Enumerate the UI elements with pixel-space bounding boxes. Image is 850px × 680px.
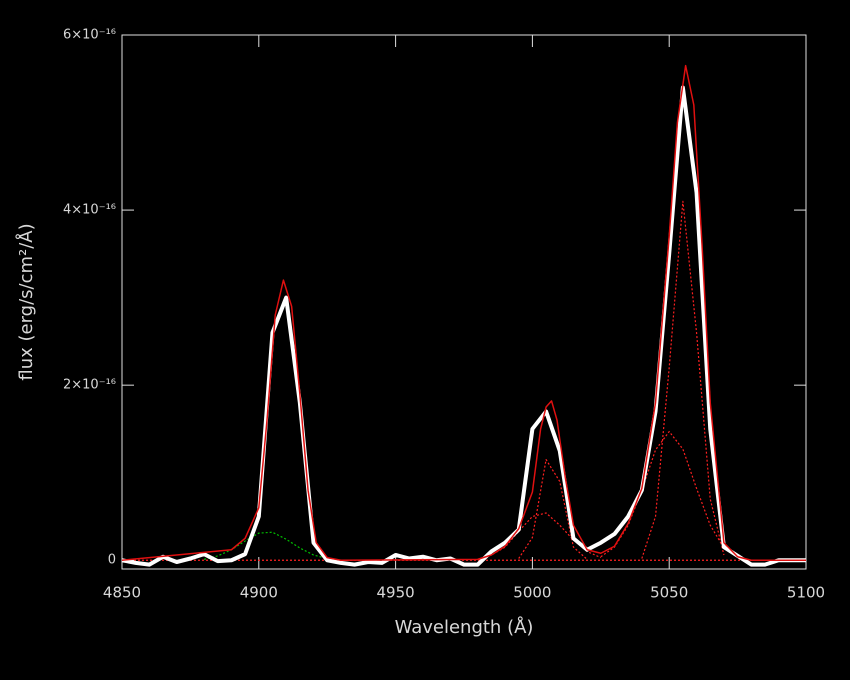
x-tick-label: 5100 <box>787 584 825 602</box>
spectrum-line <box>641 200 725 559</box>
y-tick-label: 2×10⁻¹⁶ <box>63 378 116 393</box>
x-tick-label: 5050 <box>650 584 688 602</box>
y-tick-label: 4×10⁻¹⁶ <box>63 203 116 218</box>
spectrum-line <box>121 64 806 561</box>
y-axis-title: flux (erg/s/cm²/Å) <box>15 223 37 380</box>
spectrum-line <box>600 430 738 558</box>
spectrum-line <box>518 458 588 560</box>
spectrum-line <box>203 531 328 560</box>
plot-frame <box>121 34 807 570</box>
x-axis-title: Wavelength (Å) <box>395 616 534 638</box>
x-tick-label: 4850 <box>103 584 141 602</box>
x-tick-label: 4950 <box>377 584 415 602</box>
x-tick-label: 4900 <box>240 584 278 602</box>
y-tick-label: 0 <box>108 553 116 568</box>
x-tick-label: 5000 <box>513 584 551 602</box>
y-tick-label: 6×10⁻¹⁶ <box>63 28 116 43</box>
spectrum-line <box>121 85 806 567</box>
